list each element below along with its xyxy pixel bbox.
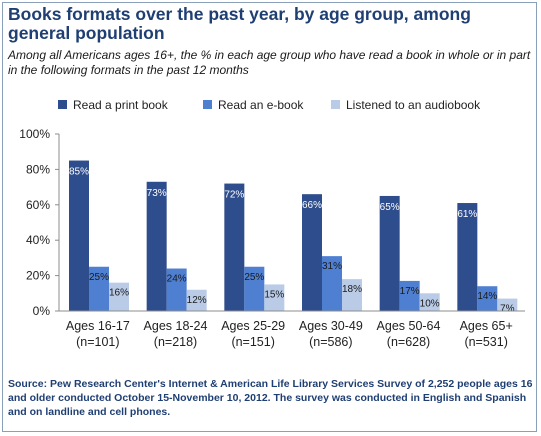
x-tick-label: Ages 25-29 [221,319,285,333]
x-tick-label: Ages 50-64 [377,319,441,333]
bar-value-label: 17% [400,286,420,297]
chart-title: Books formats over the past year, by age… [8,4,471,43]
bar [497,298,518,311]
x-tick-label: (n=218) [154,335,197,349]
bar [146,181,167,311]
x-tick-label: (n=586) [309,335,352,349]
legend-item: Listened to an audiobook [331,98,480,112]
bar [244,266,265,311]
bar-value-label: 10% [420,298,440,309]
legend-swatch [203,100,212,109]
bar [477,286,498,311]
bar [379,195,400,311]
x-tick-label: Ages 16-17 [66,319,130,333]
bar [264,284,285,311]
x-tick-label: (n=531) [464,335,507,349]
bar-value-label: 14% [477,291,497,302]
x-tick-label: Ages 30-49 [299,319,363,333]
legend-label: Listened to an audiobook [346,98,481,112]
legend-label: Read an e-book [218,98,304,112]
legend-swatch [58,100,67,109]
bar-value-label: 25% [244,272,264,283]
bar-value-label: 16% [109,288,129,299]
bar-value-label: 61% [457,209,477,220]
bar-value-label: 73% [147,188,167,199]
chart-legend: Read a print book Read an e-book Listened … [58,98,528,114]
legend-item: Read an e-book [203,98,303,112]
y-tick-label: 40% [26,233,50,247]
bar-value-label: 7% [500,304,515,315]
source-note: Source: Pew Research Center's Internet &… [8,378,533,418]
y-tick-label: 20% [26,269,50,283]
bar [89,266,109,311]
legend-item: Read a print book [58,98,168,112]
bar [342,279,362,311]
bar [419,293,440,311]
y-tick-label: 0% [33,304,51,318]
bar-value-label: 18% [342,284,362,295]
bar-value-label: 12% [187,295,207,306]
bar [186,289,207,311]
bar-value-label: 31% [322,261,342,272]
bar-value-label: 66% [302,200,322,211]
bar-value-label: 85% [69,167,89,178]
bar-value-label: 25% [89,272,109,283]
x-tick-label: Ages 65+ [460,319,513,333]
legend-swatch [331,100,340,109]
bar [302,194,322,311]
bar [322,256,342,311]
bar [224,183,245,311]
x-tick-label: Ages 18-24 [144,319,208,333]
bar [399,280,420,311]
bar-value-label: 15% [264,289,284,300]
bar-value-label: 72% [224,190,244,201]
bar [109,282,129,311]
chart-frame [2,2,537,432]
legend-label: Read a print book [73,98,168,112]
bar [69,160,89,311]
x-tick-label: (n=151) [231,335,274,349]
bar-value-label: 65% [380,202,400,213]
y-tick-label: 80% [26,162,50,176]
bar [457,203,478,311]
bar [166,268,187,311]
y-tick-label: 60% [26,198,50,212]
bar-value-label: 24% [167,274,187,285]
x-tick-label: (n=628) [387,335,430,349]
chart-subtitle: Among all Americans ages 16+, the % in e… [8,48,531,77]
y-tick-label: 100% [19,127,50,141]
x-tick-label: (n=101) [76,335,119,349]
